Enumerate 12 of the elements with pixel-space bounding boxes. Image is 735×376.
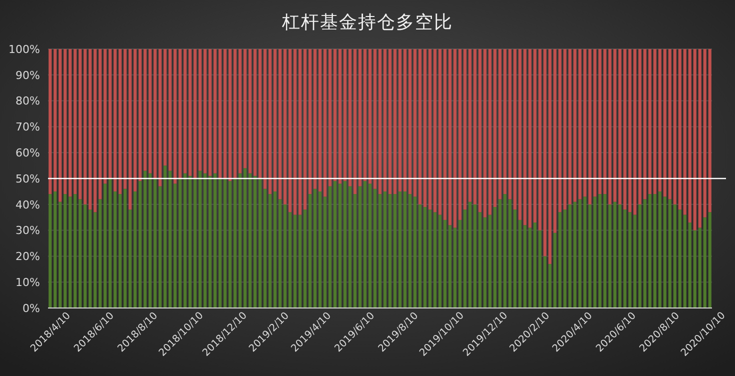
y-tick-label: 40% [16, 198, 40, 212]
y-tick-label: 0% [22, 302, 40, 315]
y-tick-label: 50% [16, 172, 40, 186]
y-tick-label: 20% [16, 250, 40, 264]
y-tick-label: 60% [16, 146, 40, 160]
y-tick-label: 80% [16, 94, 40, 108]
y-tick-label: 70% [16, 120, 40, 134]
y-tick-label: 30% [16, 224, 40, 238]
y-tick-label: 90% [16, 68, 40, 82]
y-tick-label: 10% [16, 276, 40, 289]
chart-title: 杠杆基金持仓多空比 [281, 12, 453, 33]
y-tick-label: 100% [8, 42, 40, 56]
